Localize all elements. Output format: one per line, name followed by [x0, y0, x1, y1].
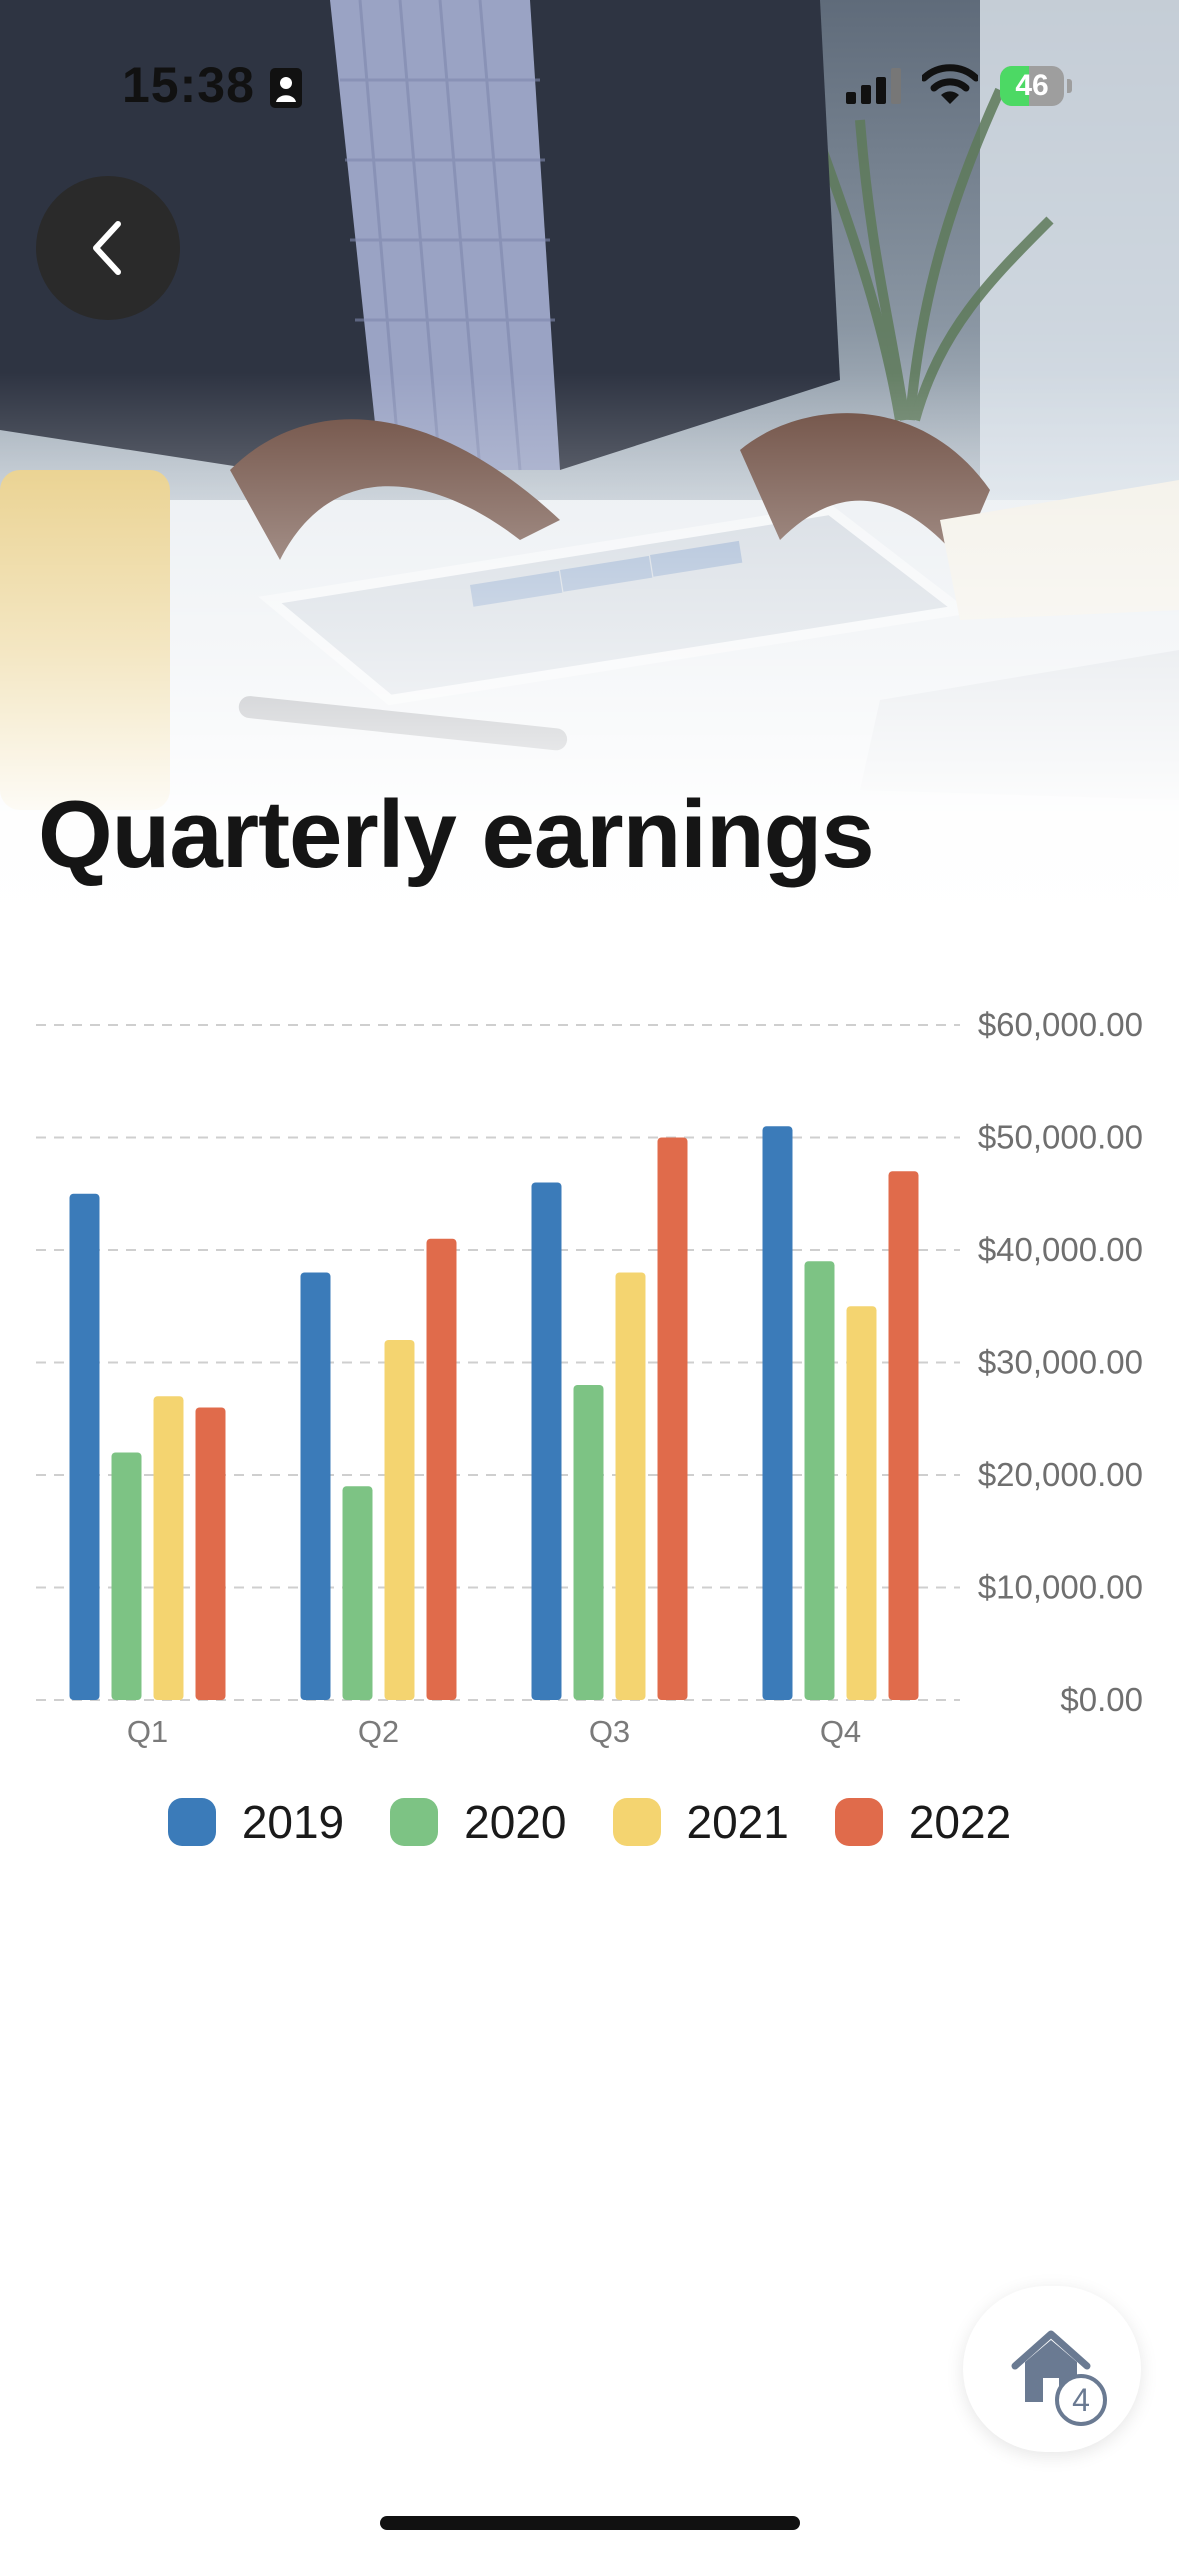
cellular-signal-icon — [846, 68, 901, 104]
y-tick-label: $60,000.00 — [978, 1006, 1143, 1043]
y-tick-label: $20,000.00 — [978, 1456, 1143, 1493]
page-title: Quarterly earnings — [38, 781, 875, 888]
bar-q1-2022[interactable] — [195, 1407, 226, 1701]
home-button[interactable]: 4 — [963, 2286, 1141, 2452]
earnings-bar-chart: $0.00 $10,000.00 $20,000.00 $30,000.00 $40,0… — [36, 1006, 1143, 1749]
legend-swatch — [612, 1798, 661, 1846]
bar-q3-2022[interactable] — [657, 1137, 688, 1701]
y-tick-label: $10,000.00 — [978, 1569, 1143, 1606]
battery-level: 46 — [1015, 69, 1049, 102]
bar-q2-2021[interactable] — [384, 1340, 415, 1700]
x-category-label: Q1 — [127, 1714, 168, 1749]
x-category-label: Q4 — [820, 1714, 861, 1749]
bar-q4-2022[interactable] — [888, 1171, 919, 1700]
legend-item-2022[interactable]: 2022 — [834, 1795, 1012, 1849]
legend-item-2019[interactable]: 2019 — [167, 1795, 345, 1849]
x-category-label: Q3 — [589, 1714, 630, 1749]
legend-item-2021[interactable]: 2021 — [612, 1795, 789, 1849]
bar-q4-2019[interactable] — [762, 1126, 793, 1700]
legend-swatch — [167, 1798, 216, 1846]
legend-item-2020[interactable]: 2020 — [390, 1795, 567, 1849]
bar-q4-2021[interactable] — [846, 1306, 877, 1700]
legend-swatch — [834, 1798, 883, 1846]
bar-q3-2021[interactable] — [615, 1272, 646, 1701]
bar-q3-2019[interactable] — [531, 1182, 562, 1701]
y-tick-label: $50,000.00 — [978, 1119, 1143, 1156]
status-time: 15:38 — [122, 57, 255, 113]
id-badge-icon — [270, 68, 302, 108]
bar-q1-2019[interactable] — [69, 1193, 100, 1700]
bar-q2-2020[interactable] — [342, 1486, 373, 1700]
legend-label: 2020 — [464, 1796, 567, 1848]
y-tick-label: $40,000.00 — [978, 1231, 1143, 1268]
home-indicator[interactable] — [380, 2516, 800, 2530]
y-tick-label: $30,000.00 — [978, 1344, 1143, 1381]
chart-legend: 2019 2020 2021 2022 — [0, 1795, 1179, 1849]
bar-q3-2020[interactable] — [573, 1385, 604, 1700]
wifi-icon — [922, 64, 978, 104]
bar-q1-2020[interactable] — [111, 1452, 142, 1701]
legend-label: 2021 — [686, 1796, 789, 1848]
hero-background-image — [0, 0, 1179, 930]
bar-q4-2020[interactable] — [804, 1261, 835, 1700]
legend-label: 2022 — [908, 1796, 1012, 1848]
home-badge-count: 4 — [1055, 2374, 1107, 2426]
back-button[interactable] — [36, 176, 180, 320]
bar-q2-2022[interactable] — [426, 1238, 457, 1700]
legend-swatch — [390, 1798, 439, 1846]
x-category-label: Q2 — [358, 1714, 399, 1749]
y-tick-label: $0.00 — [1060, 1681, 1143, 1718]
battery-charging-icon: 46 — [1000, 66, 1074, 106]
chevron-left-icon — [93, 221, 121, 275]
bar-q2-2019[interactable] — [300, 1272, 331, 1701]
bar-q1-2021[interactable] — [153, 1396, 184, 1700]
legend-label: 2019 — [241, 1796, 345, 1848]
